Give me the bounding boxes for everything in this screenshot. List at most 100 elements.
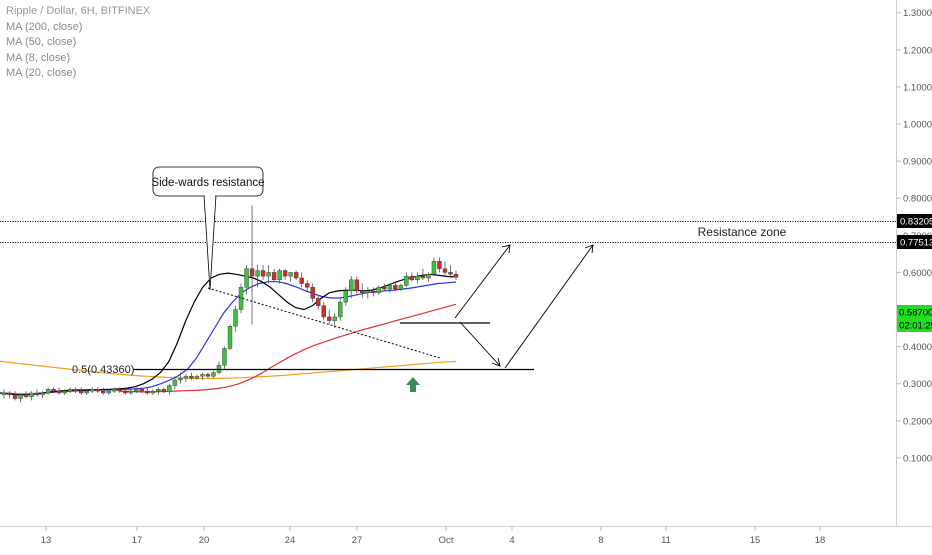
candle-bear [393,285,398,290]
candle-bull [67,389,73,392]
time-tick-label: 20 [199,535,210,546]
candle-bull [365,290,371,294]
time-axis[interactable]: 13 17 20 24 27 Oct 4 8 11 15 18 [41,526,826,546]
candle-bear [420,275,426,279]
indicator-ma50[interactable]: MA (50, close) [6,36,77,48]
candles [1,205,459,403]
time-tick-label: 24 [285,535,296,546]
candle-bear [382,287,387,290]
candle-bear [101,390,106,394]
chart-legend: Ripple / Dollar, 6H, BITFINEX MA (200, c… [6,4,150,82]
time-tick-label: 17 [132,535,143,546]
candle-bear [437,261,442,269]
candle-bear [293,272,299,279]
candle-bull [376,287,382,294]
candle-bear [371,290,376,294]
candle-bull [426,274,431,279]
svg-text:0.83205: 0.83205 [900,217,932,228]
resistance-badge-upper: 0.83205 [897,214,932,228]
candle-bull [106,390,111,394]
descending-trendline[interactable] [207,287,441,359]
time-tick-label: 4 [509,535,514,546]
candle-bear [73,389,78,392]
callout-box[interactable]: Side-wards resistance [151,166,265,291]
indicator-ma200[interactable]: MA (200, close) [6,20,83,33]
candle-bull [387,285,393,290]
time-tick-label: Oct [439,535,454,546]
candle-bull [128,390,133,394]
last-price-badge: 0.58700 02:01:25 [897,305,932,332]
candle-bear [23,394,29,397]
time-tick-label: 27 [352,535,363,546]
candle-bull [398,285,404,290]
candle-bull [40,392,45,396]
candle-bear [78,390,84,394]
candle-bull [244,268,249,288]
candle-bull [338,301,343,318]
candle-bear [7,392,12,396]
candle-bull [62,390,67,394]
candle-bull [112,389,117,392]
candle-bull [211,372,216,377]
candle-bear [409,275,415,281]
candle-bull [415,275,420,281]
candle-bear [282,270,288,277]
projection-arrow-up-first[interactable] [454,244,511,319]
candle-bear [161,389,167,393]
indicator-ma8[interactable]: MA (8, close) [6,51,71,64]
candle-bear [327,316,332,321]
candle-bear [145,390,150,394]
price-axis[interactable]: 1.400001.300001.200001.100001.000000.900… [896,0,932,464]
svg-text:02:01:25: 02:01:25 [899,321,932,332]
candle-bull [431,261,437,275]
candle-bull [277,270,282,281]
candle-bull [172,379,178,386]
candle-bear [95,389,100,392]
candle-bear [442,268,448,273]
time-tick-label: 11 [661,535,671,546]
candle-bear [51,389,56,392]
candle-bull [1,392,7,396]
candle-bear [354,279,359,292]
ma50-line [119,303,457,393]
projection-arrow-down[interactable] [459,321,501,367]
candle-bear [321,305,326,318]
candle-bear [139,389,145,392]
indicator-ma20[interactable]: MA (20, close) [6,67,77,79]
candle-bull [404,275,409,286]
candle-bull [349,279,354,292]
projection-arrow-up-second[interactable] [504,244,594,369]
time-tick-label: 15 [750,535,761,546]
price-tick-label: 0.10000 [903,453,932,464]
price-tick-label: 1.10000 [903,82,932,93]
chart-title: Ripple / Dollar, 6H, BITFINEX [6,5,151,17]
candle-bull [29,392,34,397]
candle-bear [310,287,315,299]
candle-bear [360,290,365,294]
candle-bull [18,394,23,399]
candle-bull [134,389,139,392]
candle-bear [249,268,255,277]
candle-bull [238,287,244,310]
candle-bear [453,274,459,278]
candle-bull [200,374,205,377]
candle-bear [34,392,40,396]
candle-bull [266,272,271,277]
candle-bull [150,390,156,394]
callout-label: Side-wards resistance [151,177,264,189]
candle-bear [304,283,310,288]
candle-bull [89,389,95,392]
candle-bull [227,325,233,349]
resistance-zone-label: Resistance zone [698,225,787,239]
candle-bear [299,277,304,284]
candle-bull [288,272,293,277]
svg-text:0.77513: 0.77513 [900,238,932,249]
candle-bull [45,389,51,394]
candle-bull [343,290,348,303]
